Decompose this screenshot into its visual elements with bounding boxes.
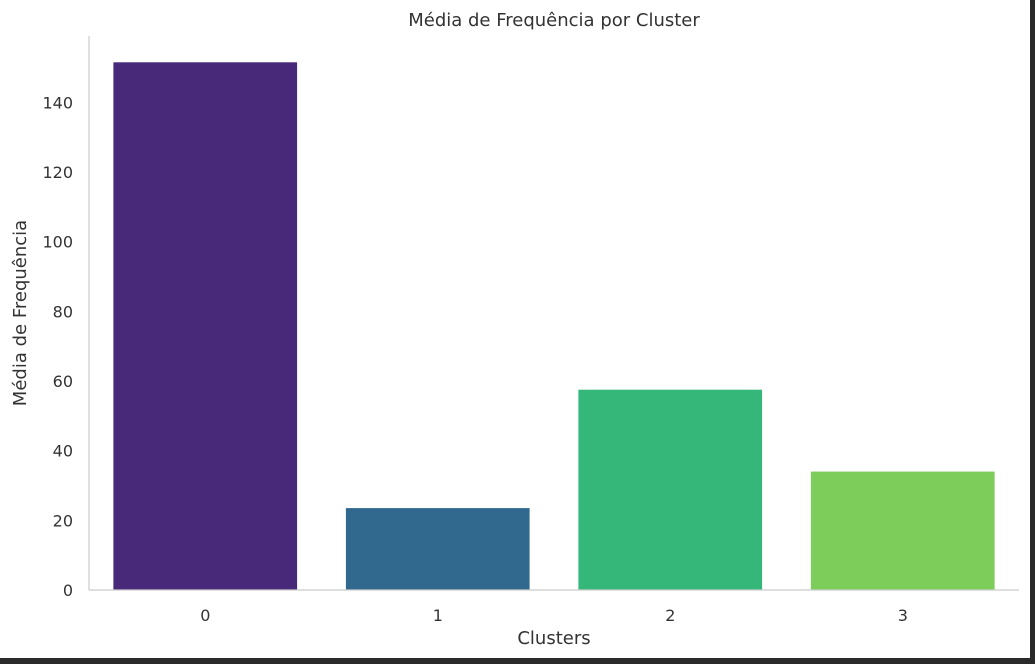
- y-tick-label-120: 120: [42, 163, 73, 182]
- y-tick-labels: 0 20 40 60 80 100 120 140: [42, 93, 73, 600]
- chart-title: Média de Frequência por Cluster: [408, 10, 700, 31]
- bar-cluster-1: [345, 508, 530, 590]
- y-tick-label-0: 0: [63, 581, 73, 600]
- x-axis-label: Clusters: [517, 628, 590, 649]
- y-tick-label-140: 140: [42, 93, 73, 112]
- bar-cluster-2: [578, 389, 763, 590]
- x-tick-labels: 0 1 2 3: [200, 606, 908, 625]
- y-tick-label-40: 40: [53, 442, 73, 461]
- bar-cluster-0: [113, 62, 298, 591]
- x-tick-label-1: 1: [433, 606, 443, 625]
- y-tick-label-20: 20: [53, 511, 73, 530]
- y-tick-label-100: 100: [42, 233, 73, 252]
- y-tick-label-60: 60: [53, 372, 73, 391]
- y-axis-label: Média de Frequência: [10, 220, 31, 406]
- x-tick-label-2: 2: [665, 606, 675, 625]
- x-tick-label-3: 3: [898, 606, 908, 625]
- y-tick-label-80: 80: [53, 302, 73, 321]
- bars-group: [113, 62, 995, 591]
- x-tick-label-0: 0: [200, 606, 210, 625]
- bar-cluster-3: [810, 471, 995, 590]
